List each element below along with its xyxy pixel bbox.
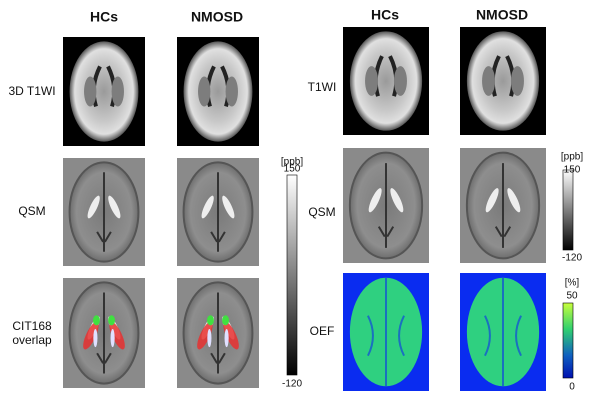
deep-gray (84, 76, 97, 107)
colorbar-min: 0 (569, 382, 575, 393)
texture (210, 172, 226, 252)
overlay (93, 328, 98, 348)
colorbar-min: -120 (282, 379, 302, 390)
colorbar (562, 169, 574, 251)
overlay (92, 315, 100, 326)
row-label: CIT168 (12, 319, 52, 333)
deep-gray (111, 76, 124, 107)
column-header: NMOSD (191, 9, 243, 25)
brain (183, 41, 253, 142)
texture (96, 292, 112, 374)
overlay (206, 315, 214, 326)
colorbar-min: -120 (562, 253, 582, 264)
deep-gray (365, 66, 379, 96)
overlay (109, 321, 125, 350)
overlay (224, 328, 229, 348)
overlay (83, 321, 99, 350)
globus-pallidus (108, 195, 121, 219)
overlay (108, 315, 116, 326)
column-header: HCs (90, 9, 118, 25)
column-header: HCs (371, 7, 399, 23)
colorbar-unit: [ppb] (281, 157, 303, 168)
row-label: T1WI (308, 80, 337, 94)
deep-gray (510, 66, 524, 96)
row-label: OEF (310, 324, 335, 338)
globus-pallidus (507, 188, 521, 213)
globus-pallidus (222, 195, 235, 219)
row-label: overlap (12, 333, 52, 347)
deep-gray (225, 76, 238, 107)
texture (377, 163, 395, 248)
colorbar-unit: [%] (565, 278, 580, 289)
row-label: 3D T1WI (8, 84, 55, 98)
texture (484, 277, 522, 387)
globus-pallidus (390, 188, 404, 213)
texture (367, 277, 405, 387)
brain (69, 41, 139, 142)
brain (349, 31, 423, 131)
colorbar-max: 150 (564, 165, 581, 176)
colorbar-max: 150 (284, 164, 301, 175)
overlay (222, 315, 230, 326)
colorbar (562, 302, 574, 379)
texture (210, 292, 226, 374)
column-header: NMOSD (476, 7, 528, 23)
colorbar-max: 50 (566, 291, 578, 302)
row-label: QSM (18, 204, 45, 218)
globus-pallidus (87, 195, 100, 219)
colorbar-unit: [ppb] (561, 152, 583, 163)
texture (494, 163, 512, 248)
deep-gray (482, 66, 496, 96)
overlay (197, 321, 213, 350)
overlay (110, 328, 115, 348)
brain (466, 31, 540, 131)
row-label: QSM (308, 205, 335, 219)
texture (96, 172, 112, 252)
overlay (207, 328, 212, 348)
colorbar (286, 174, 298, 376)
overlay (223, 321, 239, 350)
globus-pallidus (368, 188, 382, 213)
globus-pallidus (201, 195, 214, 219)
deep-gray (393, 66, 407, 96)
globus-pallidus (485, 188, 499, 213)
image-grid (63, 27, 546, 391)
deep-gray (198, 76, 211, 107)
